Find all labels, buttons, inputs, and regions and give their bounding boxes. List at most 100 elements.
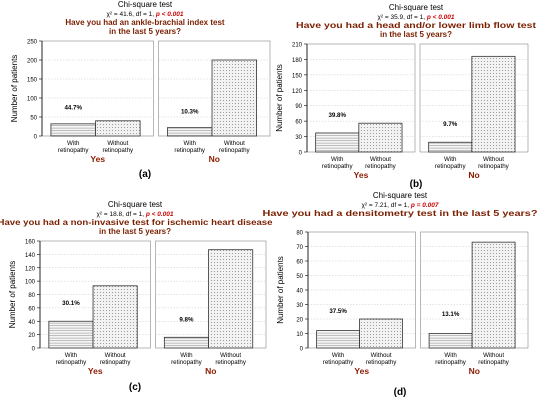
category-label: Without retinopathy: [365, 156, 397, 170]
y-tick-label: 200: [27, 59, 38, 65]
panel-d: Chi-square test χ² = 7.21, df = 1, p = 0.…: [263, 191, 538, 398]
category-label: With retinopathy: [58, 140, 90, 154]
y-tick-label: 0: [299, 151, 303, 157]
degrees-of-freedom: , df = 1,: [122, 211, 146, 218]
y-tick-label: 60: [296, 260, 303, 266]
p-value: p = 0.007: [410, 202, 439, 209]
category-label: Without retinopathy: [103, 140, 135, 154]
category-label: With retinopathy: [323, 352, 355, 366]
y-tick-label: 0: [300, 347, 304, 353]
category-label: With retinopathy: [174, 140, 206, 154]
percentage-annotation: 39.8%: [328, 112, 346, 119]
y-tick-label: 20: [296, 318, 303, 324]
percentage-annotation: 9.7%: [443, 121, 458, 128]
y-tick-label: 40: [28, 320, 35, 326]
y-tick-label: 10: [296, 332, 303, 338]
test-title: Chi-square test: [373, 191, 428, 200]
subplot-frame: [41, 40, 154, 137]
question-line-2: in the last 5 years?: [109, 27, 181, 36]
bar-no-without: [208, 249, 254, 349]
bar-no-without: [211, 59, 258, 137]
y-tick-label: 250: [27, 40, 38, 46]
panel-label: (d): [394, 387, 407, 398]
bar-no-with: [167, 127, 213, 137]
group-label-yes: Yes: [88, 366, 103, 376]
bar-yes-without: [92, 285, 138, 349]
y-axis-label: Number of patients: [8, 261, 17, 329]
bar-yes-with: [316, 330, 361, 349]
y-tick-label: 150: [292, 73, 303, 79]
category-label: Without retinopathy: [366, 352, 398, 366]
y-tick-label: 70: [296, 245, 303, 251]
bar-no-with: [428, 333, 473, 349]
category-label: Without retinopathy: [478, 352, 510, 366]
y-tick-label: 30: [295, 135, 302, 141]
p-value: p < 0.001: [426, 14, 455, 21]
group-label-yes: Yes: [90, 154, 105, 164]
percentage-annotation: 9.8%: [179, 316, 194, 323]
category-label: With retinopathy: [171, 352, 203, 366]
panel-c: Chi-square test χ² = 18.8, df = 1, p < 0.…: [0, 200, 273, 393]
category-label: With retinopathy: [322, 156, 354, 170]
y-tick-label: 40: [296, 289, 303, 295]
p-value: p < 0.001: [155, 11, 184, 18]
y-axis-label: Number of patients: [276, 256, 285, 324]
question-line-1: Have you had a head and/or lower limb fl…: [296, 21, 536, 30]
y-tick-label: 210: [292, 43, 303, 49]
y-axis-label: Number of patients: [275, 64, 284, 132]
test-statistic: χ² = 41.6, df = 1, p < 0.001: [107, 11, 184, 18]
y-axis-label: Number of patients: [10, 55, 19, 123]
y-tick-label: 140: [25, 253, 36, 259]
group-label-yes: Yes: [354, 170, 369, 180]
question-line-2: in the last 5 years?: [99, 227, 171, 236]
degrees-of-freedom: , df = 1,: [387, 202, 411, 209]
percentage-annotation: 30.1%: [62, 300, 80, 307]
test-statistic: χ² = 35.9, df = 1, p < 0.001: [378, 14, 455, 21]
test-statistic: χ² = 7.21, df = 1, p = 0.007: [362, 202, 439, 209]
y-tick-label: 100: [27, 97, 38, 103]
group-label-no: No: [205, 366, 216, 376]
percentage-annotation: 44.7%: [64, 105, 82, 112]
question-line-1: Have you had a densitometry test in the …: [263, 209, 538, 218]
group-label-no: No: [469, 366, 480, 376]
bar-yes-without: [95, 120, 141, 137]
chi-square-value: χ² = 35.9: [378, 14, 404, 21]
panel-b: Chi-square test χ² = 35.9, df = 1, p < 0.…: [275, 3, 536, 190]
category-label: Without retinopathy: [100, 352, 132, 366]
question-line-1: Have you had an ankle-brachial index tes…: [65, 18, 225, 27]
y-tick-label: 120: [25, 266, 36, 272]
group-label-yes: Yes: [354, 366, 369, 376]
p-value: p < 0.001: [145, 211, 174, 218]
category-label: Without retinopathy: [478, 156, 510, 170]
bar-no-with: [163, 336, 209, 349]
test-statistic: χ² = 18.8, df = 1, p < 0.001: [97, 211, 174, 218]
question-line-1: Have you had a non-invasive test for isc…: [0, 218, 273, 227]
y-tick-label: 100: [25, 280, 36, 286]
y-tick-label: 60: [28, 306, 35, 312]
y-tick-label: 60: [295, 120, 302, 126]
percentage-annotation: 37.5%: [329, 308, 347, 315]
chi-square-value: χ² = 18.8: [97, 211, 123, 218]
test-title: Chi-square test: [108, 200, 163, 209]
y-tick-label: 120: [292, 89, 303, 95]
group-label-no: No: [209, 154, 220, 164]
y-tick-label: 0: [34, 135, 38, 141]
y-tick-label: 80: [28, 293, 35, 299]
panel-label: (c): [129, 382, 141, 393]
y-tick-label: 50: [30, 116, 37, 122]
test-title: Chi-square test: [389, 3, 444, 12]
question-line-2: in the last 5 years?: [380, 30, 452, 39]
percentage-annotation: 10.3%: [181, 108, 199, 115]
y-tick-label: 30: [296, 303, 303, 309]
y-tick-label: 0: [32, 347, 36, 353]
chi-square-value: χ² = 41.6: [107, 11, 133, 18]
y-tick-label: 180: [292, 58, 303, 64]
panel-label: (b): [410, 179, 423, 190]
y-tick-label: 50: [296, 274, 303, 280]
percentage-annotation: 13.1%: [442, 311, 460, 318]
degrees-of-freedom: , df = 1,: [132, 11, 156, 18]
bar-yes-with: [315, 132, 360, 153]
category-label: Without retinopathy: [215, 352, 247, 366]
degrees-of-freedom: , df = 1,: [403, 14, 427, 21]
y-tick-label: 150: [27, 78, 38, 84]
